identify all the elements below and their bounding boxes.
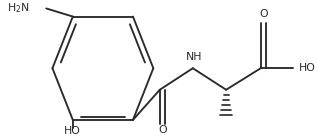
- Text: HO: HO: [299, 63, 316, 73]
- Text: NH: NH: [186, 52, 203, 62]
- Text: HO: HO: [64, 126, 81, 136]
- Text: O: O: [259, 9, 268, 19]
- Text: O: O: [158, 125, 167, 135]
- Text: H$_2$N: H$_2$N: [7, 1, 29, 15]
